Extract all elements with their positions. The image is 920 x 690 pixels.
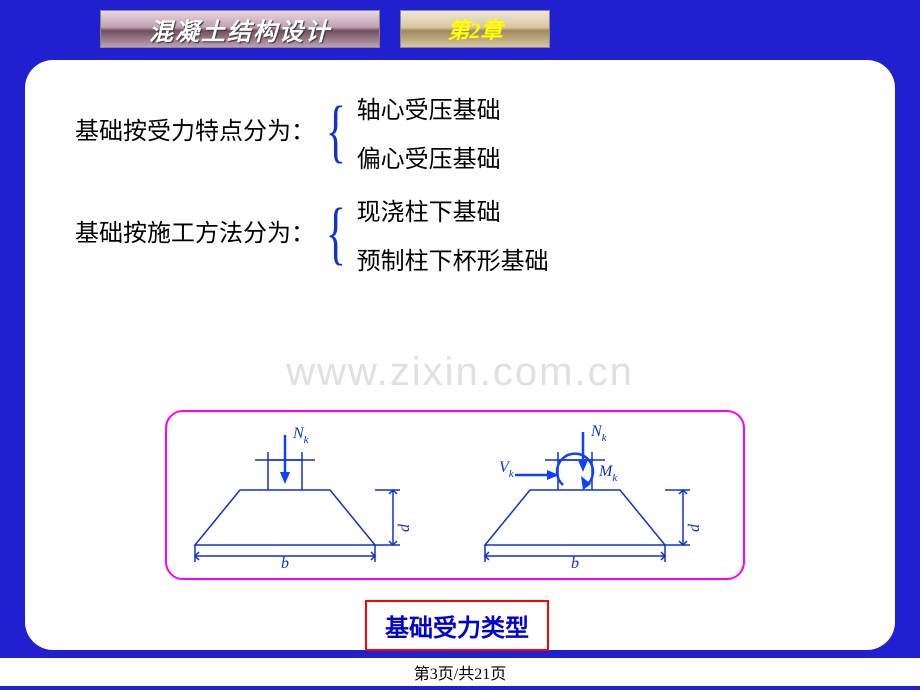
svg-text:d: d xyxy=(396,523,413,532)
watermark-text: www.zixin.com.cn xyxy=(286,350,634,395)
opt-castinplace: 现浇柱下基础 xyxy=(357,192,549,227)
opt-eccentric: 偏心受压基础 xyxy=(357,139,501,174)
page-counter: 第3页/共21页 xyxy=(0,658,920,686)
svg-text:Nk: Nk xyxy=(292,425,310,446)
svg-text:b: b xyxy=(281,555,289,572)
diagram-caption: 基础受力类型 xyxy=(365,600,549,651)
header-tab-chapter: 第2章 xyxy=(400,10,550,48)
diagram-eccentric: Nk Vk Mk b d xyxy=(455,420,735,570)
label-force: 基础按受力特点分为： xyxy=(75,111,315,146)
brace-icon: { xyxy=(326,199,346,269)
group-construction: 基础按施工方法分为： { 现浇柱下基础 预制柱下杯形基础 xyxy=(75,192,845,276)
content-panel: 基础按受力特点分为： { 轴心受压基础 偏心受压基础 基础按施工方法分为： { … xyxy=(25,60,895,650)
header-tab-title: 混凝土结构设计 xyxy=(100,10,380,48)
svg-text:b: b xyxy=(571,555,579,572)
svg-text:Vk: Vk xyxy=(499,459,515,480)
diagram-container: Nk b d xyxy=(165,410,745,580)
opt-precast: 预制柱下杯形基础 xyxy=(357,241,549,276)
svg-text:d: d xyxy=(686,523,703,532)
label-construction: 基础按施工方法分为： xyxy=(75,213,315,248)
opts-force: 轴心受压基础 偏心受压基础 xyxy=(357,90,501,174)
opt-axial: 轴心受压基础 xyxy=(357,90,501,125)
svg-text:Mk: Mk xyxy=(598,463,618,484)
opts-construction: 现浇柱下基础 预制柱下杯形基础 xyxy=(357,192,549,276)
svg-text:Nk: Nk xyxy=(590,423,608,444)
brace-icon: { xyxy=(326,97,346,167)
group-force: 基础按受力特点分为： { 轴心受压基础 偏心受压基础 xyxy=(75,90,845,174)
diagram-axial: Nk b d xyxy=(175,420,435,570)
